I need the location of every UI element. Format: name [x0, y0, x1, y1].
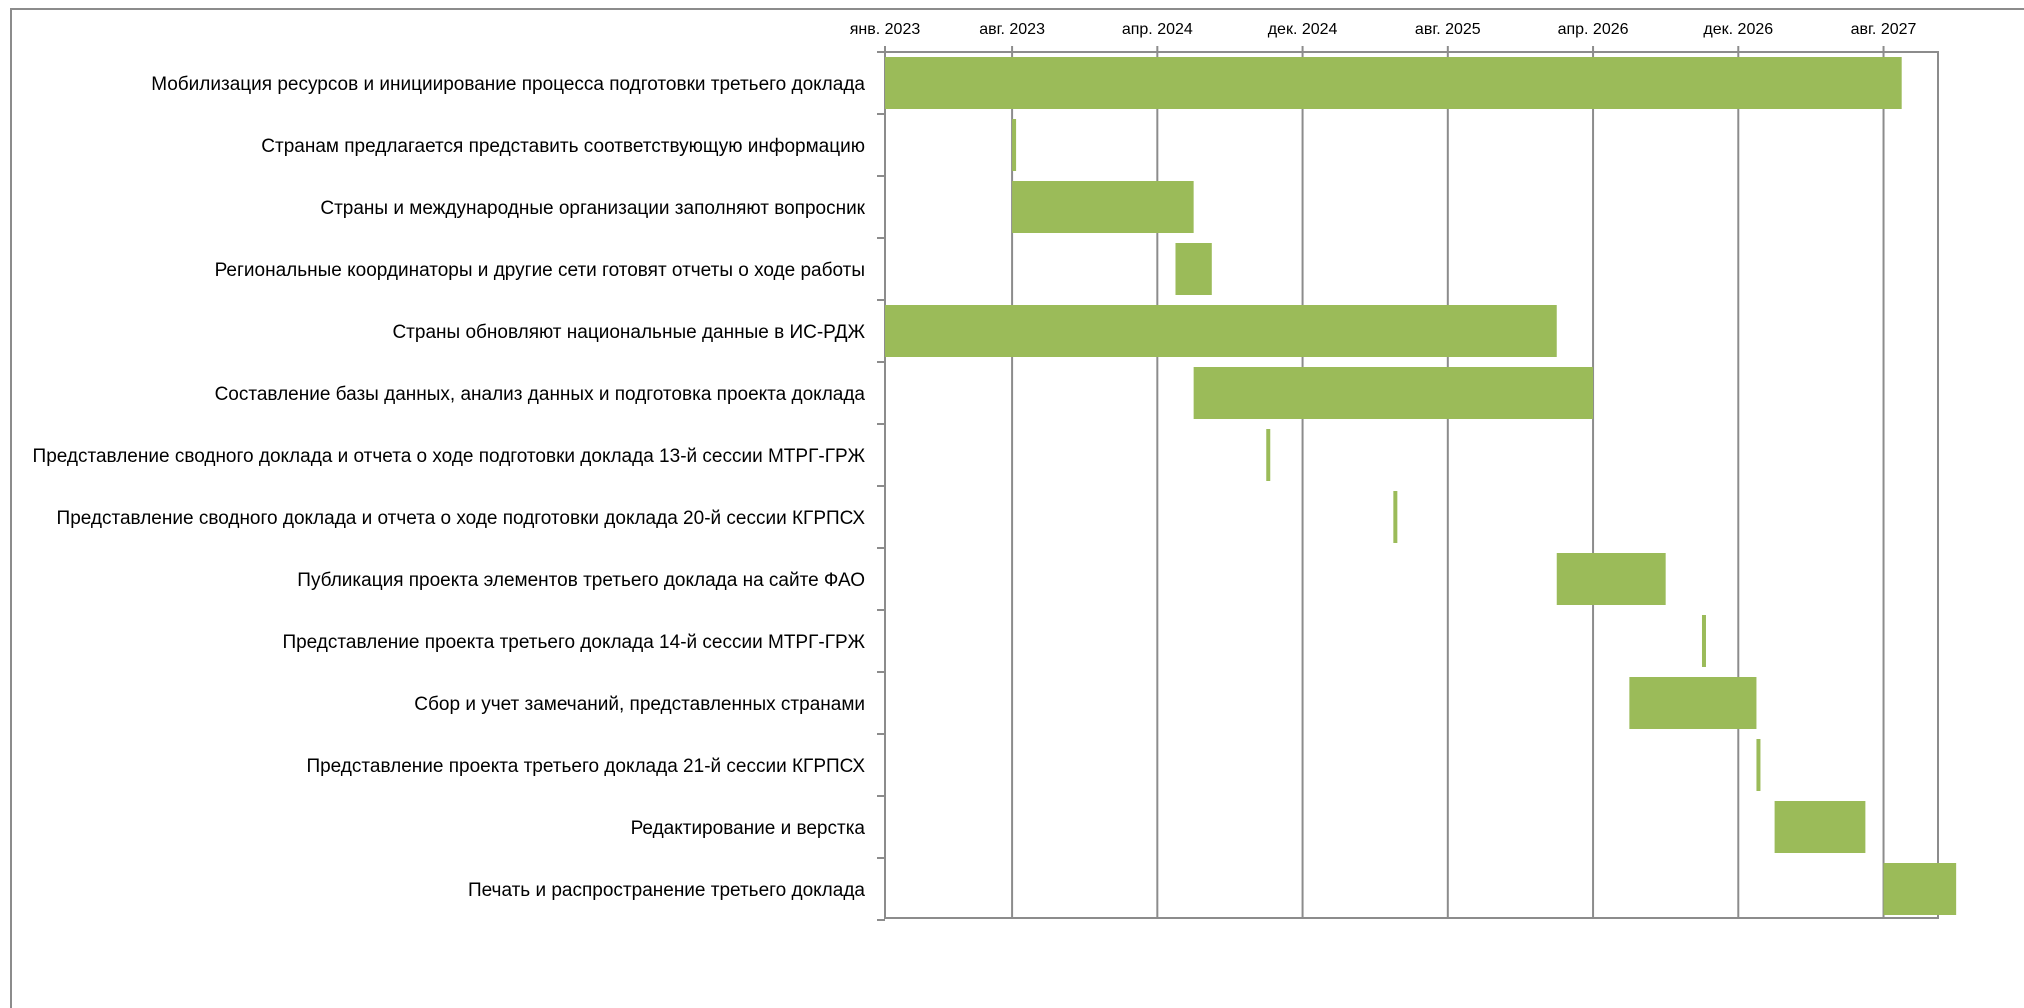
task-bar — [1193, 367, 1594, 419]
task-label: Редактирование и верстка — [631, 818, 866, 839]
task-label: Представление проекта третьего доклада 2… — [306, 756, 865, 777]
x-tick-label: авг. 2025 — [1415, 21, 1481, 38]
x-tick-label: апр. 2026 — [1558, 21, 1629, 38]
task-bar — [1012, 119, 1017, 171]
task-label: Публикация проекта элементов третьего до… — [297, 570, 865, 591]
task-bar — [1756, 739, 1761, 791]
x-tick-label: апр. 2024 — [1122, 21, 1193, 38]
task-label: Мобилизация ресурсов и инициирование про… — [151, 74, 865, 95]
task-bar — [885, 305, 1557, 357]
task-label: Странам предлагается представить соответ… — [261, 136, 865, 157]
task-label: Страны обновляют национальные данные в И… — [392, 322, 865, 343]
x-tick-label: дек. 2024 — [1268, 21, 1338, 38]
task-bar — [1175, 243, 1212, 295]
task-bar — [1629, 677, 1757, 729]
task-bar — [1556, 553, 1666, 605]
task-label: Представление сводного доклада и отчета … — [57, 508, 866, 529]
task-label: Страны и международные организации запол… — [320, 198, 865, 219]
task-bar — [1774, 801, 1866, 853]
task-bar — [1883, 863, 1957, 915]
task-bar — [1266, 429, 1271, 481]
task-label: Составление базы данных, анализ данных и… — [215, 384, 866, 405]
task-bar — [885, 57, 1902, 109]
x-tick-label: авг. 2023 — [979, 21, 1045, 38]
task-label: Печать и распространение третьего доклад… — [468, 880, 865, 901]
task-label: Сбор и учет замечаний, представленных ст… — [414, 694, 865, 715]
x-tick-label: авг. 2027 — [1851, 21, 1917, 38]
task-label: Представление проекта третьего доклада 1… — [282, 632, 865, 653]
task-label: Региональные координаторы и другие сети … — [215, 260, 865, 281]
task-bar — [1393, 491, 1398, 543]
task-label: Представление сводного доклада и отчета … — [33, 446, 866, 467]
x-tick-label: дек. 2026 — [1703, 21, 1773, 38]
chart-frame — [10, 8, 2024, 1008]
task-bar — [1701, 615, 1706, 667]
task-bar — [1012, 181, 1194, 233]
x-tick-label: янв. 2023 — [850, 21, 921, 38]
